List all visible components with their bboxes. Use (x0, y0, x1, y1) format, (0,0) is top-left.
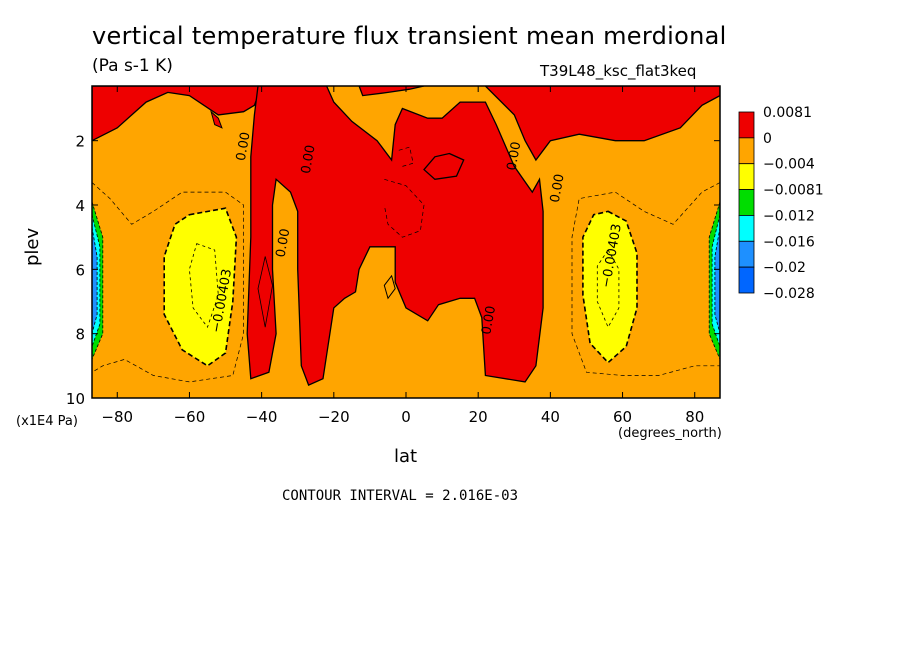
x-axis-label: lat (394, 446, 418, 467)
contour-interval-note: CONTOUR INTERVAL = 2.016E-03 (282, 488, 519, 504)
contour-label-4: 0.00 (548, 173, 568, 204)
colorbar-label-7: −0.028 (763, 286, 815, 302)
contour-label-2: 0.00 (274, 227, 294, 258)
small-contour-south (257, 256, 273, 328)
colorbar-label-1: 0 (763, 131, 772, 147)
x-tick-label-2: −40 (246, 408, 278, 426)
y-axis-units: (x1E4 Pa) (16, 414, 78, 429)
chart-units: (Pa s-1 K) (92, 56, 173, 76)
colorbar-swatch-5 (738, 240, 755, 268)
positive-region-2 (358, 86, 425, 97)
x-tick-label-8: 80 (685, 408, 704, 426)
negative-core-south (163, 207, 238, 367)
colorbar-label-4: −0.012 (763, 208, 815, 224)
polar-band-north-2 (714, 227, 720, 334)
inner-contour-1 (596, 249, 620, 329)
y-axis: 2 4 6 8 10 (66, 133, 720, 408)
colorbar-swatch-6 (738, 266, 755, 294)
contour-lines (92, 146, 720, 383)
x-tick-label-6: 40 (541, 408, 560, 426)
colorbar-label-5: −0.016 (763, 234, 815, 250)
weak-contour-1 (571, 182, 720, 376)
polar-band-south-2 (92, 227, 98, 334)
contour-fills (92, 86, 720, 386)
weak-contour-2 (383, 178, 425, 238)
colorbar: 0.0081 0 −0.004 −0.0081 −0.012 −0.016 −0.02 −0.… (738, 105, 824, 302)
colorbar-swatch-0 (738, 111, 755, 139)
x-tick-label-4: 0 (401, 408, 411, 426)
weak-contour-0 (92, 182, 244, 383)
contour-label-5: 0.00 (479, 305, 499, 336)
x-axis: −80 −60 −40 −20 0 20 40 60 80 (101, 86, 704, 426)
positive-region-4 (423, 152, 465, 180)
colorbar-label-6: −0.02 (763, 260, 806, 276)
y-tick-label-1: 4 (75, 197, 85, 215)
run-label: T39L48_ksc_flat3keq (540, 62, 697, 80)
positive-region-3 (484, 86, 720, 162)
x-tick-label-1: −60 (174, 408, 206, 426)
y-tick-label-2: 6 (75, 261, 85, 279)
colorbar-swatch-1 (738, 137, 755, 165)
colorbar-swatch-4 (738, 215, 755, 242)
contour-label-3: 0.00 (505, 141, 525, 172)
positive-region-1 (246, 86, 544, 386)
x-axis-units: (degrees_north) (618, 426, 722, 441)
inner-contour-0 (188, 243, 219, 329)
x-tick-label-7: 60 (613, 408, 632, 426)
colorbar-swatch-2 (738, 163, 755, 190)
y-tick-label-4: 10 (66, 390, 85, 408)
x-tick-label-5: 20 (469, 408, 488, 426)
y-tick-label-3: 8 (75, 326, 85, 344)
negative-core-north (582, 210, 638, 364)
contour-label-0: 0.00 (234, 131, 254, 162)
x-tick-label-3: −20 (318, 408, 350, 426)
y-axis-label: plev (22, 227, 43, 266)
contour-label-1: 0.00 (299, 144, 319, 175)
small-contour-equator (383, 274, 396, 300)
x-tick-label-0: −80 (101, 408, 133, 426)
colorbar-label-0: 0.0081 (763, 105, 812, 121)
y-tick-label-0: 2 (75, 133, 85, 151)
chart-title: vertical temperature flux transient mean… (92, 22, 727, 50)
colorbar-swatch-3 (738, 189, 755, 216)
colorbar-label-3: −0.0081 (763, 183, 824, 199)
small-positive-patch (210, 110, 223, 129)
colorbar-label-2: −0.004 (763, 157, 815, 173)
